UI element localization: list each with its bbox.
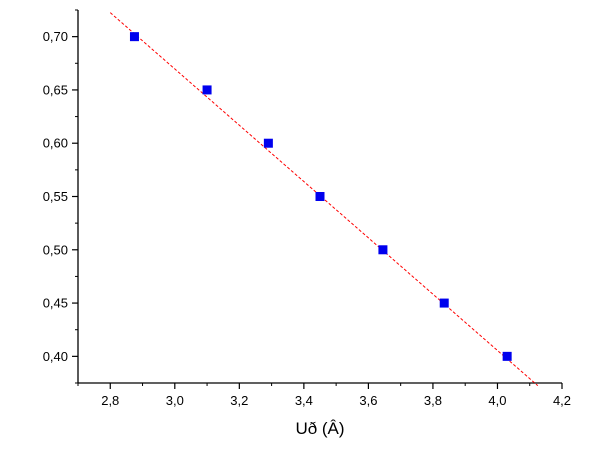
y-tick-label: 0,60 [43, 136, 68, 151]
data-point [129, 32, 139, 42]
data-points [129, 32, 512, 361]
x-tick-label: 4,2 [553, 393, 571, 408]
fit-line [109, 12, 539, 387]
x-tick-label: 3,8 [424, 393, 442, 408]
y-tick-label: 0,55 [43, 189, 68, 204]
y-axis-ticks: 0,40 0,45 0,50 0,55 0,60 0,65 0,70 [43, 9, 78, 384]
x-tick-label: 3,6 [359, 393, 377, 408]
x-tick-label: 3,4 [295, 393, 313, 408]
x-axis-label: Uð (Â) [295, 419, 344, 438]
x-axis-ticks: 2,8 3,0 3,2 3,4 3,6 3,8 4,0 4,2 [77, 383, 571, 408]
y-tick-label: 0,45 [43, 296, 68, 311]
y-tick-label: 0,70 [43, 29, 68, 44]
y-tick-label: 0,65 [43, 82, 68, 97]
data-point [263, 138, 273, 148]
x-tick-label: 4,0 [488, 393, 506, 408]
x-tick-label: 3,0 [166, 393, 184, 408]
y-tick-label: 0,50 [43, 242, 68, 257]
data-point [439, 298, 449, 308]
x-tick-label: 2,8 [101, 393, 119, 408]
data-point [315, 192, 325, 201]
data-point [502, 351, 512, 361]
y-tick-label: 0,40 [43, 349, 68, 364]
data-point [202, 85, 212, 95]
x-tick-label: 3,2 [230, 393, 248, 408]
fit-line-group [109, 12, 539, 387]
data-point [378, 245, 388, 255]
